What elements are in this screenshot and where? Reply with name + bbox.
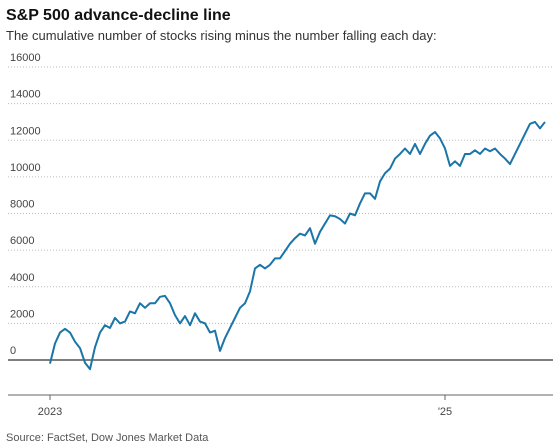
chart-title: S&P 500 advance-decline line xyxy=(6,7,231,24)
y-tick-label: 0 xyxy=(10,345,16,357)
y-tick-label: 2000 xyxy=(10,308,34,320)
source: Source: FactSet, Dow Jones Market Data xyxy=(6,432,209,444)
y-tick-label: 8000 xyxy=(10,199,34,211)
chart-subtitle: The cumulative number of stocks rising m… xyxy=(6,28,437,43)
x-tick-label: 2023 xyxy=(38,406,62,418)
data-line xyxy=(49,120,546,371)
y-tick-label: 6000 xyxy=(10,235,34,247)
y-tick-label: 14000 xyxy=(10,89,41,101)
y-tick-label: 12000 xyxy=(10,125,41,137)
y-tick-label: 16000 xyxy=(10,52,41,64)
y-tick-label: 4000 xyxy=(10,272,34,284)
x-tick-label: '25 xyxy=(438,406,452,418)
y-tick-label: 10000 xyxy=(10,162,41,174)
